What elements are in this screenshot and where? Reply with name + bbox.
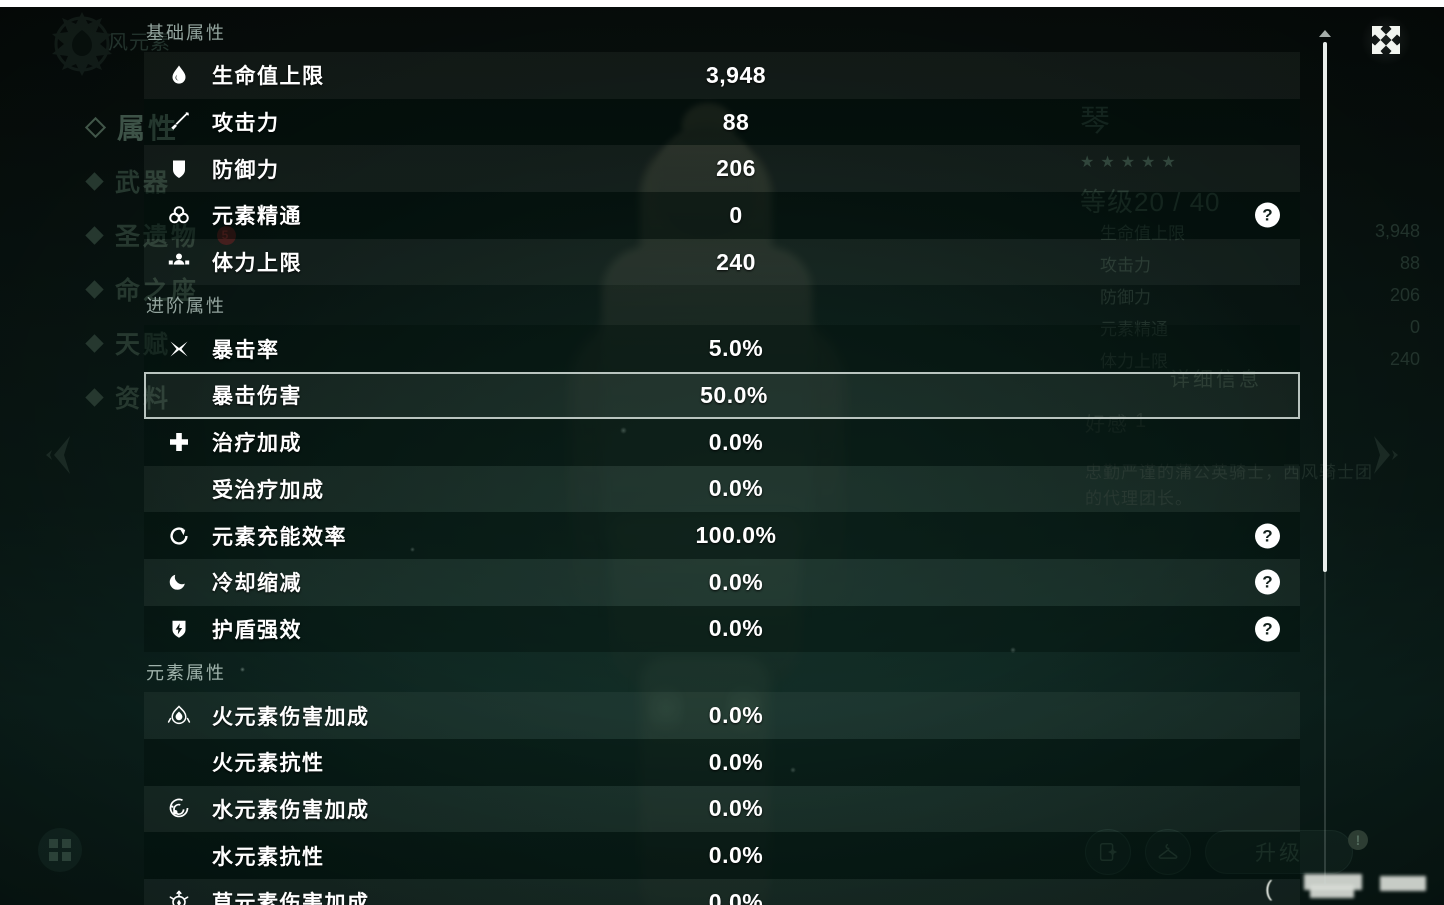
- stat-label: 治疗加成: [212, 432, 302, 456]
- stat-row-dendro-dmg-bonus[interactable]: 草元素伤害加成 0.0%: [144, 879, 1300, 905]
- stat-value: 0.0%: [708, 428, 764, 455]
- stat-value: 0.0%: [708, 615, 764, 642]
- section-header-base-attributes: 基础属性: [146, 23, 226, 43]
- stat-row-hydro-res[interactable]: 水元素抗性 0.0%: [144, 832, 1300, 879]
- defense-shield-icon: [162, 157, 196, 181]
- stat-label: 水元素伤害加成: [212, 798, 370, 822]
- scroll-up-caret-icon[interactable]: [1319, 30, 1331, 37]
- stat-value: 50.0%: [700, 381, 768, 408]
- stats-scrollbar[interactable]: [1318, 30, 1332, 895]
- stat-row-max-hp[interactable]: 生命值上限 3,948: [144, 52, 1300, 99]
- background-scene: [0, 7, 1444, 905]
- stat-row-max-stamina[interactable]: 体力上限 240: [144, 238, 1300, 286]
- stat-value: 0: [729, 201, 743, 228]
- stat-row-pyro-dmg-bonus[interactable]: 火元素伤害加成 0.0%: [144, 692, 1300, 739]
- stat-row-pyro-res[interactable]: 火元素抗性 0.0%: [144, 738, 1300, 786]
- cooldown-icon: [162, 570, 196, 594]
- crit-rate-icon: [162, 337, 196, 361]
- stat-label: 水元素抗性: [212, 845, 325, 869]
- stat-row-atk[interactable]: 攻击力 88: [144, 98, 1300, 146]
- close-icon: [1372, 26, 1400, 54]
- stat-label: 防御力: [212, 158, 280, 182]
- hp-droplet-icon: [162, 63, 196, 87]
- attack-sword-icon: [162, 110, 196, 134]
- stat-label: 体力上限: [212, 252, 302, 276]
- stat-value: 0.0%: [708, 568, 764, 595]
- stat-row-def[interactable]: 防御力 206: [144, 145, 1300, 193]
- pyro-icon: [162, 704, 196, 728]
- stat-label: 护盾强效: [212, 618, 302, 642]
- energy-recharge-icon: [162, 524, 196, 548]
- stat-value: 0.0%: [708, 842, 764, 869]
- stat-label: 冷却缩减: [212, 572, 302, 596]
- stat-label: 受治疗加成: [212, 478, 325, 502]
- stat-label: 暴击伤害: [212, 385, 302, 409]
- stat-row-hydro-dmg-bonus[interactable]: 水元素伤害加成 0.0%: [144, 785, 1300, 833]
- stat-value: 240: [716, 248, 756, 275]
- screen-top-strip: [0, 0, 1444, 7]
- stat-label: 生命值上限: [212, 65, 325, 89]
- section-header-elemental-attributes: 元素属性: [146, 663, 226, 684]
- stat-value: 5.0%: [708, 335, 764, 362]
- stat-row-crit-rate[interactable]: 暴击率 5.0%: [144, 325, 1300, 373]
- close-button[interactable]: [1360, 14, 1412, 66]
- stat-value: 0.0%: [708, 748, 764, 775]
- stat-label: 火元素抗性: [212, 752, 325, 776]
- stat-row-healing-bonus[interactable]: 治疗加成 0.0%: [144, 418, 1300, 466]
- hydro-icon: [162, 797, 196, 821]
- help-icon[interactable]: ?: [1255, 202, 1280, 228]
- scrollbar-thumb[interactable]: [1323, 42, 1327, 572]
- stat-label: 暴击率: [212, 338, 280, 362]
- stat-row-elemental-mastery[interactable]: 元素精通 0 ?: [144, 192, 1300, 239]
- stat-label: 攻击力: [212, 112, 280, 136]
- stat-row-cooldown-reduction[interactable]: 冷却缩减 0.0% ?: [144, 558, 1300, 606]
- stat-label: 元素精通: [212, 205, 302, 229]
- section-header-advanced-attributes: 进阶属性: [146, 296, 226, 317]
- detailed-stats-panel: 基础属性 生命值上限 3,948 攻击力 88 防御力 206: [144, 12, 1300, 905]
- stat-row-shield-strength[interactable]: 护盾强效 0.0% ?: [144, 605, 1300, 653]
- help-icon[interactable]: ?: [1255, 523, 1280, 549]
- stat-row-crit-dmg[interactable]: 暴击伤害 50.0%: [144, 372, 1300, 419]
- stamina-icon: [162, 250, 196, 274]
- stat-value: 206: [716, 155, 756, 182]
- help-icon[interactable]: ?: [1255, 569, 1280, 595]
- stat-row-energy-recharge[interactable]: 元素充能效率 100.0% ?: [144, 512, 1300, 559]
- stat-value: 0.0%: [708, 475, 764, 502]
- stat-label: 火元素伤害加成: [212, 705, 370, 729]
- stat-value: 3,948: [705, 61, 767, 88]
- stat-value: 88: [722, 108, 750, 135]
- healing-bonus-icon: [162, 430, 196, 454]
- help-icon[interactable]: ?: [1255, 616, 1280, 642]
- dendro-icon: [162, 890, 196, 905]
- stat-row-incoming-healing-bonus[interactable]: 受治疗加成 0.0%: [144, 465, 1300, 513]
- shield-strength-icon: [162, 617, 196, 641]
- elemental-mastery-icon: [162, 203, 196, 227]
- stat-label: 元素充能效率: [212, 525, 347, 549]
- stat-label: 草元素伤害加成: [212, 892, 370, 905]
